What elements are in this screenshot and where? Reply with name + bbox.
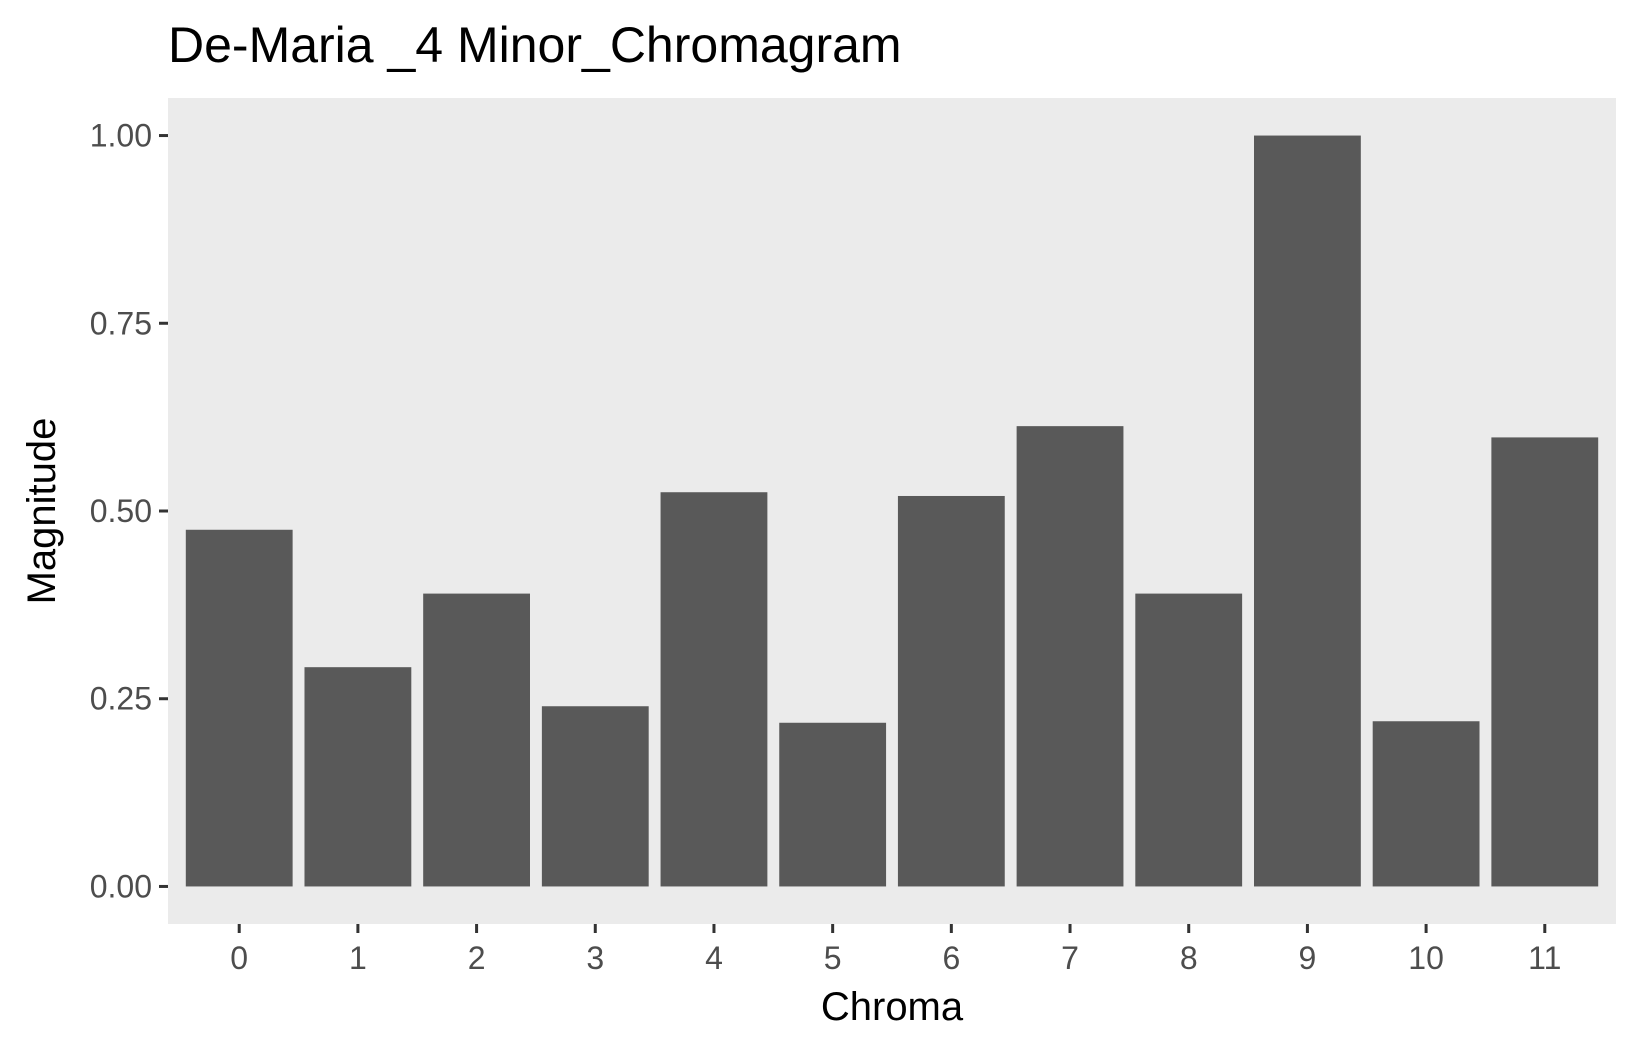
x-axis-title: Chroma bbox=[821, 985, 964, 1029]
y-tick-label: 0.50 bbox=[90, 493, 152, 529]
x-tick-label: 3 bbox=[586, 940, 604, 976]
bar-chroma-5 bbox=[779, 722, 887, 887]
bar-chroma-2 bbox=[423, 593, 530, 887]
bar-chroma-10 bbox=[1372, 721, 1480, 887]
x-tick-label: 6 bbox=[942, 940, 960, 976]
chart-title: De-Maria _4 Minor_Chromagram bbox=[168, 17, 902, 73]
bar-chroma-8 bbox=[1135, 593, 1243, 887]
bar-chroma-4 bbox=[660, 492, 768, 887]
bar-chroma-9 bbox=[1254, 135, 1361, 887]
x-tick-label: 7 bbox=[1061, 940, 1079, 976]
y-tick-label: 0.75 bbox=[90, 305, 152, 341]
x-tick-label: 11 bbox=[1528, 940, 1561, 976]
x-tick-label: 0 bbox=[230, 940, 248, 976]
x-tick-label: 10 bbox=[1408, 940, 1444, 976]
x-tick-label: 4 bbox=[705, 940, 723, 976]
bar-chroma-1 bbox=[304, 667, 412, 887]
bar-chroma-11 bbox=[1491, 437, 1599, 887]
bars bbox=[185, 135, 1599, 887]
y-axis-title: Magnitude bbox=[20, 418, 64, 605]
x-tick-label: 9 bbox=[1299, 940, 1317, 976]
x-axis: 0 1 2 3 4 5 6 7 8 9 10 11 bbox=[230, 924, 1561, 976]
x-tick-label: 8 bbox=[1180, 940, 1198, 976]
y-tick-label: 0.00 bbox=[90, 868, 152, 904]
bar-chroma-6 bbox=[897, 495, 1005, 887]
y-tick-label: 0.25 bbox=[90, 681, 152, 717]
y-tick-label: 1.00 bbox=[90, 118, 152, 154]
bar-chroma-3 bbox=[541, 706, 649, 887]
x-tick-label: 2 bbox=[468, 940, 486, 976]
x-tick-label: 1 bbox=[349, 940, 367, 976]
bar-chroma-7 bbox=[1016, 426, 1124, 887]
bar-chroma-0 bbox=[185, 529, 293, 887]
x-tick-label: 5 bbox=[824, 940, 842, 976]
y-axis: 0.00 0.25 0.50 0.75 1.00 bbox=[90, 118, 168, 904]
